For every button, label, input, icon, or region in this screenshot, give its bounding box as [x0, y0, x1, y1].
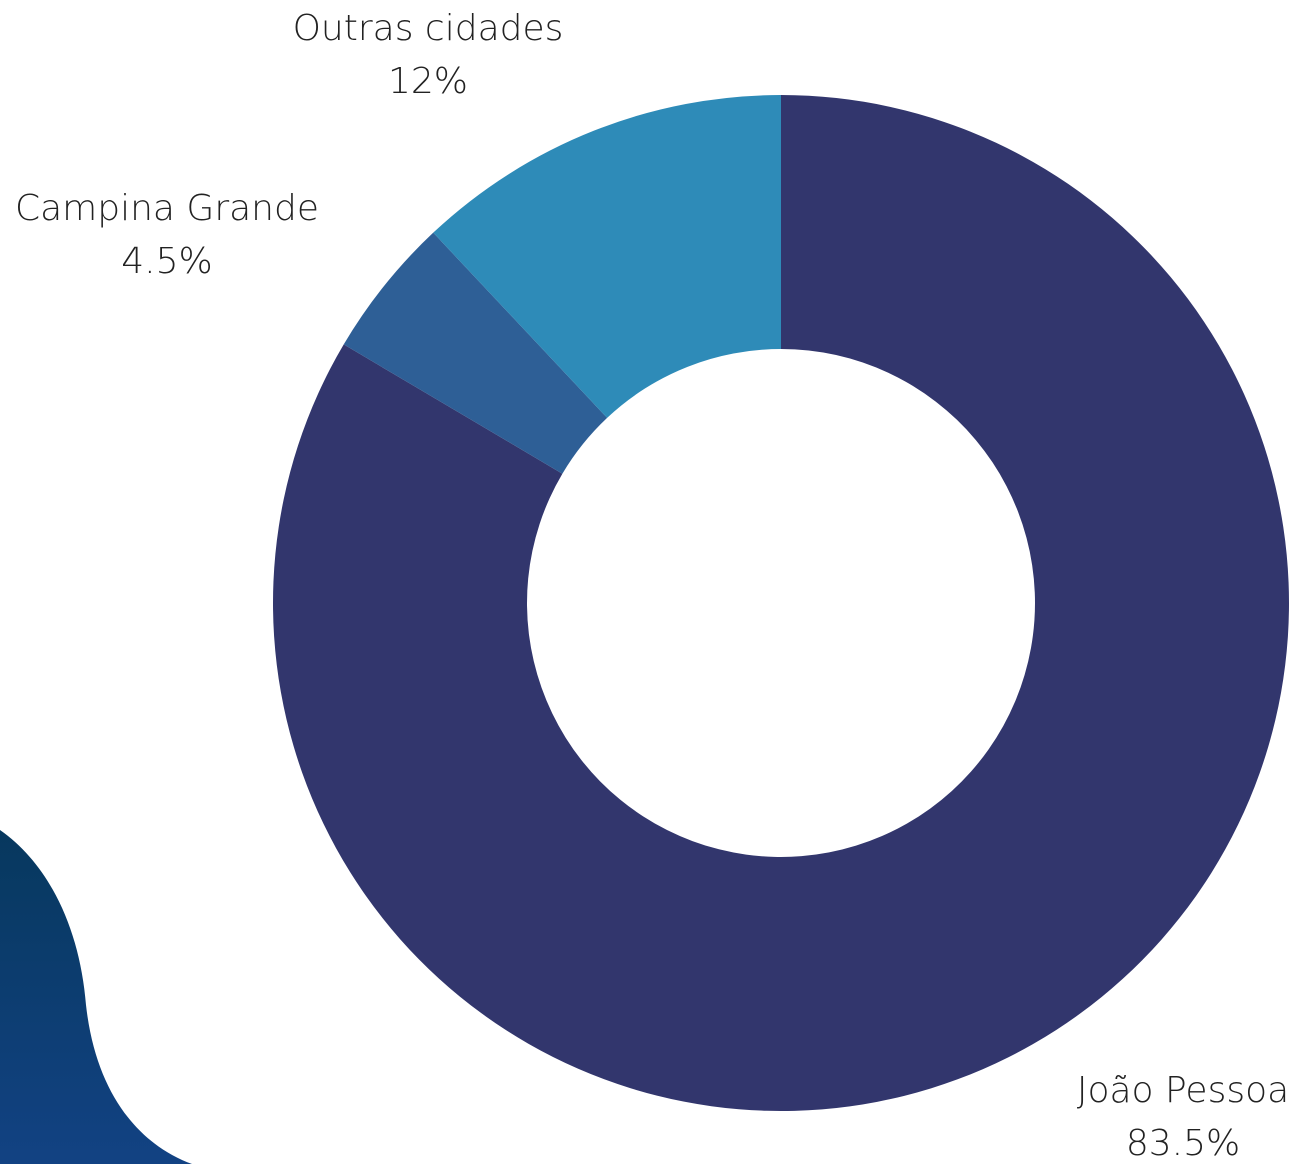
slice-label: João Pessoa [1077, 1070, 1289, 1111]
value-label: 83.5% [1126, 1123, 1240, 1164]
slice [272, 95, 1289, 1111]
value-label: 4.5% [121, 241, 212, 282]
decoration [0, 830, 192, 1164]
value-label: 12% [388, 61, 468, 102]
labels: João Pessoa 83.5% Campina Grande 4.5% Outras… [15, 8, 1289, 1164]
slice-label: Outras cidades [293, 8, 564, 49]
slice [343, 232, 608, 474]
slice-label: Campina Grande [15, 188, 319, 229]
donut [272, 95, 1289, 1111]
slice [433, 95, 781, 418]
